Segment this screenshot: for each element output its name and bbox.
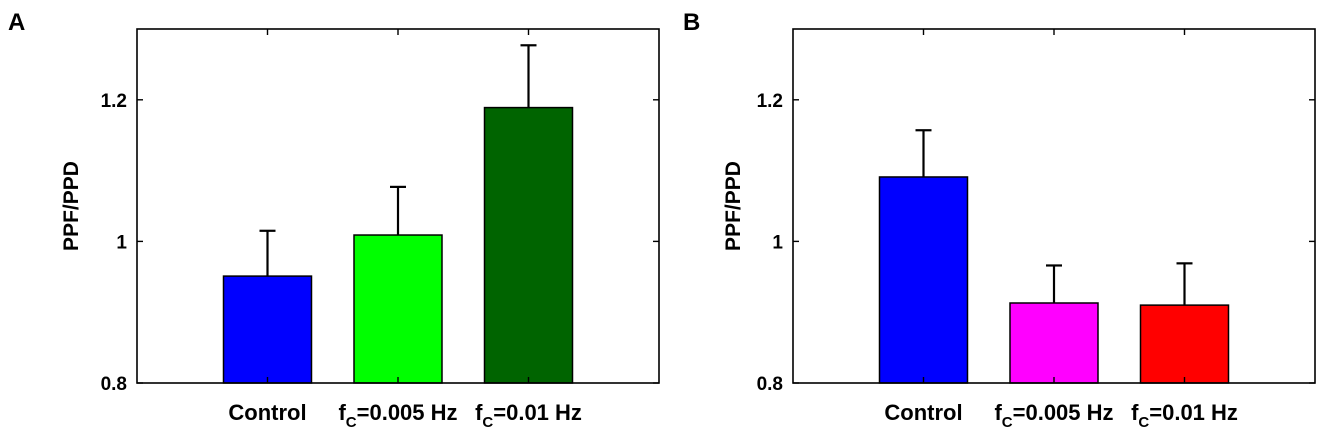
bar-1 — [222, 275, 313, 384]
y-axis-label: PPF/PPD — [722, 161, 745, 251]
panel-letter: A — [8, 9, 25, 36]
bar-2 — [1009, 302, 1099, 384]
y-tick-label: 1 — [772, 232, 783, 253]
x-tick-label: fC=0.01 Hz — [1131, 400, 1238, 431]
y-tick-label: 0.8 — [101, 374, 127, 395]
y-tick-label: 0.8 — [757, 374, 783, 395]
bar-2 — [353, 234, 443, 384]
error-bar-1 — [259, 229, 276, 277]
error-bar-2 — [1046, 264, 1062, 303]
panel-b: B PPF/PPD 0.8 1 1.2 Control fC=0.005 Hz fC=0.01… — [683, 9, 1316, 431]
error-bar-1 — [915, 129, 932, 177]
x-tick-label: Control — [228, 400, 306, 425]
error-bar-3 — [1176, 262, 1193, 306]
x-tick-label: fC=0.005 Hz — [338, 400, 457, 431]
error-bar-2 — [390, 185, 406, 236]
y-axis-label: PPF/PPD — [60, 161, 83, 251]
y-tick-label: 1 — [116, 232, 127, 253]
x-tick-label: fC=0.005 Hz — [994, 400, 1113, 431]
y-tick-label: 1.2 — [101, 91, 127, 112]
x-tick-label: fC=0.01 Hz — [475, 400, 582, 431]
panel-letter: B — [683, 9, 700, 36]
x-tick-label: Control — [884, 400, 962, 425]
y-tick-label: 1.2 — [757, 91, 783, 112]
bar-1 — [878, 176, 969, 384]
bar-3 — [1139, 304, 1230, 384]
bar-3 — [483, 106, 574, 384]
error-bar-3 — [520, 44, 537, 108]
panel-a: A PPF/PPD 0.8 1 1.2 Control fC=0.005 Hz fC=0.01… — [8, 9, 660, 431]
